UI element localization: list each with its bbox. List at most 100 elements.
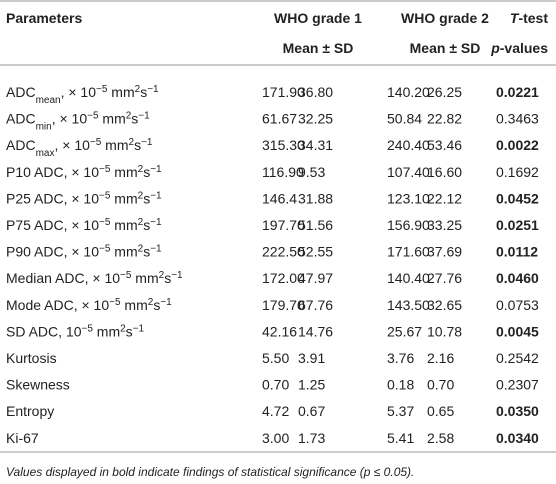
text-part: P75 ADC, × 10 — [6, 217, 99, 233]
text-part: −1 — [160, 296, 172, 307]
cell: 25.67 — [387, 323, 422, 339]
text-part: Entropy — [6, 403, 54, 419]
cell: 107.40 — [387, 164, 430, 180]
p-value: 0.0251 — [496, 217, 539, 233]
p-value: 0.3463 — [496, 111, 539, 127]
text-part: , × 10 — [61, 84, 97, 100]
p-value: 0.2542 — [496, 350, 539, 366]
text-part: Kurtosis — [6, 350, 57, 366]
rich-text: Entropy — [6, 403, 54, 419]
header-cell: Mean ± SD — [283, 40, 354, 56]
rich-text: SD ADC, 10−5 mm2s−1 — [6, 323, 145, 340]
cell: 67.76 — [298, 297, 333, 313]
text-part: SD ADC, 10 — [6, 323, 82, 339]
rich-text: Median ADC, × 10−5 mm2s−1 — [6, 270, 183, 287]
cell: 47.97 — [298, 270, 333, 286]
rich-text: Kurtosis — [6, 350, 57, 366]
cell: 123.10 — [387, 190, 430, 206]
text-part: , × 10 — [54, 137, 90, 153]
cell: 3.91 — [298, 350, 325, 366]
cell: 3.76 — [387, 350, 414, 366]
cell: 143.50 — [387, 297, 430, 313]
text-part: 2 — [138, 243, 144, 254]
cell: 27.76 — [427, 270, 462, 286]
cell: 37.69 — [427, 244, 462, 260]
text-part: -test — [518, 10, 548, 26]
rich-text: ADCmin, × 10−5 mm2s−1 — [6, 110, 150, 132]
cell: 10.78 — [427, 323, 462, 339]
text-part: T — [510, 10, 520, 26]
footnote: Values displayed in bold indicate findin… — [6, 465, 414, 479]
text-part: 2 — [120, 323, 126, 334]
text-part: , × 10 — [52, 111, 88, 127]
text-part: -values — [500, 40, 548, 56]
text-part: s — [140, 84, 147, 100]
cell: 5.41 — [387, 430, 414, 446]
cell: 22.82 — [427, 111, 462, 127]
text-part: s — [143, 244, 150, 260]
cell: 31.88 — [298, 190, 333, 206]
text-part: −5 — [109, 296, 121, 307]
rich-text: Ki-67 — [6, 430, 39, 446]
p-value: 0.0452 — [496, 190, 539, 206]
cell: 0.70 — [262, 377, 289, 393]
p-value: 0.0753 — [496, 297, 539, 313]
text-part: 2 — [135, 84, 141, 95]
cell: 3.00 — [262, 430, 289, 446]
rich-text: P75 ADC, × 10−5 mm2s−1 — [6, 217, 162, 234]
rich-text: P10 ADC, × 10−5 mm2s−1 — [6, 163, 162, 180]
cell: 171.90 — [262, 84, 305, 100]
text-part: P90 ADC, × 10 — [6, 244, 99, 260]
text-part: −5 — [87, 110, 99, 121]
rich-text: Mode ADC, × 10−5 mm2s−1 — [6, 296, 172, 313]
text-part: s — [126, 323, 133, 339]
header-cell: Mean ± SD — [410, 40, 481, 56]
text-part: s — [143, 190, 150, 206]
text-part: s — [164, 270, 171, 286]
text-part: −1 — [147, 84, 159, 95]
header-cell: WHO grade 2 — [401, 10, 489, 26]
cell: 1.25 — [298, 377, 325, 393]
cell: 22.12 — [427, 190, 462, 206]
rich-text: ADCmean, × 10−5 mm2s−1 — [6, 84, 159, 106]
text-part: Skewness — [6, 377, 70, 393]
text-part: mm — [131, 270, 158, 286]
p-value: 0.2307 — [496, 377, 539, 393]
text-part: 2 — [138, 190, 144, 201]
p-value: 0.1692 — [496, 164, 539, 180]
rich-text: P25 ADC, × 10−5 mm2s−1 — [6, 190, 162, 207]
cell: 140.40 — [387, 270, 430, 286]
text-part: s — [143, 164, 150, 180]
text-part: min — [36, 121, 52, 132]
cell: 9.53 — [298, 164, 325, 180]
text-part: mm — [107, 84, 134, 100]
text-part: −1 — [150, 190, 162, 201]
text-part: −5 — [96, 84, 108, 95]
text-part: −1 — [141, 137, 153, 148]
text-part: Mode ADC, × 10 — [6, 297, 109, 313]
text-part: p — [490, 40, 500, 56]
text-part: mm — [110, 244, 137, 260]
cell: 4.72 — [262, 403, 289, 419]
cell: 140.20 — [387, 84, 430, 100]
text-part: 2 — [138, 163, 144, 174]
cell: 36.80 — [298, 84, 333, 100]
text-part: mm — [99, 111, 126, 127]
text-part: P10 ADC, × 10 — [6, 164, 99, 180]
p-value: 0.0221 — [496, 84, 539, 100]
p-value: 0.0460 — [496, 270, 539, 286]
cell: 32.25 — [298, 111, 333, 127]
cell: 5.37 — [387, 403, 414, 419]
text-part: 2 — [159, 270, 165, 281]
cell: 5.50 — [262, 350, 289, 366]
cell: 197.70 — [262, 217, 305, 233]
cell: 61.67 — [262, 111, 297, 127]
text-part: max — [36, 148, 55, 159]
text-part: −1 — [150, 243, 162, 254]
text-part: ADC — [6, 84, 36, 100]
p-value: 0.0340 — [496, 430, 539, 446]
text-part: 2 — [129, 137, 135, 148]
cell: 16.60 — [427, 164, 462, 180]
text-part: mm — [121, 297, 148, 313]
text-part: −1 — [150, 217, 162, 228]
